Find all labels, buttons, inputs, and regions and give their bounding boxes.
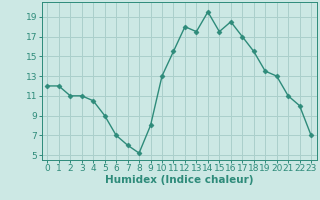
X-axis label: Humidex (Indice chaleur): Humidex (Indice chaleur) [105, 175, 253, 185]
